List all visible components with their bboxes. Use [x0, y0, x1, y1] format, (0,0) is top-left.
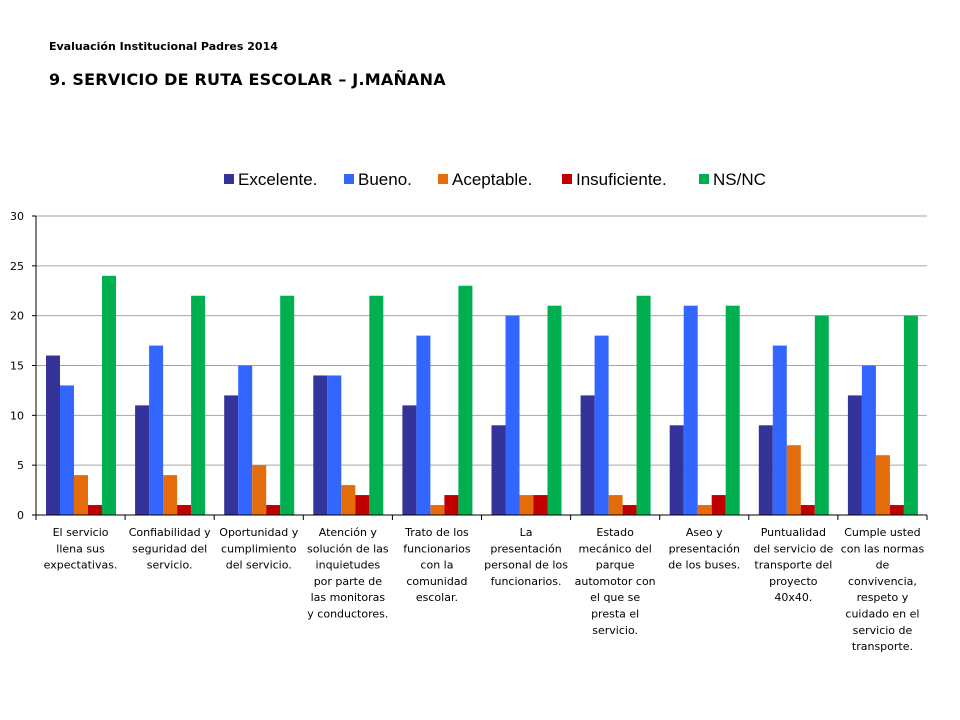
legend-label: Bueno.	[358, 170, 412, 189]
bar	[163, 475, 178, 515]
category-label: Trato de los funcionarios con la comunidad e…	[403, 526, 471, 604]
bar	[594, 335, 609, 515]
bar	[758, 425, 773, 515]
bar	[786, 445, 801, 515]
bar	[519, 495, 534, 515]
bars	[46, 275, 918, 515]
legend-swatch	[699, 174, 709, 184]
bar	[861, 365, 876, 515]
y-tick-labels: 0 5 10 15 20 25 30	[10, 210, 24, 522]
legend-swatch	[562, 174, 572, 184]
y-tick-label: 20	[10, 310, 24, 323]
gridlines	[36, 215, 927, 466]
bar	[252, 465, 267, 515]
bar	[177, 505, 192, 515]
bar	[60, 385, 74, 515]
bar	[814, 315, 829, 515]
bar	[191, 295, 206, 515]
bar	[622, 505, 637, 515]
bar	[772, 345, 787, 515]
bar	[402, 405, 417, 515]
bar	[341, 485, 356, 515]
axes	[32, 215, 928, 520]
bar	[266, 505, 281, 515]
category-label: Puntualidad del servicio de transporte del…	[753, 526, 833, 604]
bar	[444, 495, 459, 515]
bar	[547, 305, 562, 515]
bar	[355, 495, 370, 515]
y-tick-label: 30	[10, 210, 24, 223]
bar	[580, 395, 595, 515]
legend-swatch	[344, 174, 354, 184]
category-labels: El servicio llena sus expectativas.Confiab…	[44, 526, 925, 653]
bar	[149, 345, 164, 515]
bar	[313, 375, 328, 515]
bar	[847, 395, 862, 515]
category-label: Oportunidad y cumplimiento del servicio.	[219, 526, 298, 572]
legend-label: Insuficiente.	[576, 170, 667, 189]
bar	[280, 295, 295, 515]
bar	[327, 375, 342, 515]
bar	[903, 315, 918, 515]
bar	[416, 335, 431, 515]
page-subtitle: Evaluación Institucional Padres 2014	[49, 40, 278, 53]
bar	[683, 305, 698, 515]
y-tick-label: 5	[17, 459, 24, 472]
category-label: La presentación personal de los funcionario…	[484, 526, 568, 588]
bar	[88, 505, 102, 515]
bar	[46, 355, 60, 515]
category-label: Cumple usted con las normas de convivencia,…	[841, 526, 925, 653]
legend: Excelente. Bueno. Aceptable. Insuficiente. N…	[224, 170, 766, 189]
bar	[491, 425, 506, 515]
bar	[102, 275, 116, 515]
bar	[669, 425, 684, 515]
bar	[636, 295, 651, 515]
legend-label: NS/NC	[713, 170, 766, 189]
y-tick-label: 25	[10, 260, 24, 273]
bar	[800, 505, 815, 515]
bar	[889, 505, 904, 515]
bar	[533, 495, 548, 515]
legend-label: Aceptable.	[452, 170, 532, 189]
legend-swatch	[224, 174, 234, 184]
y-tick-label: 0	[17, 509, 24, 522]
category-label: Estado mecánico del parque automotor con el …	[575, 526, 656, 637]
bar	[238, 365, 253, 515]
y-tick-label: 10	[10, 409, 24, 422]
category-label: El servicio llena sus expectativas.	[44, 526, 118, 572]
bar	[697, 505, 712, 515]
category-label: Aseo y presentación de los buses.	[668, 526, 740, 572]
bar	[430, 505, 445, 515]
legend-label: Excelente.	[238, 170, 317, 189]
category-label: Confiabilidad y seguridad del servicio.	[129, 526, 211, 572]
y-tick-label: 15	[10, 360, 24, 373]
bar	[369, 295, 384, 515]
bar	[74, 475, 88, 515]
bar	[135, 405, 150, 515]
legend-swatch	[438, 174, 448, 184]
bar	[725, 305, 740, 515]
bar	[608, 495, 623, 515]
bar	[458, 285, 473, 515]
bar	[875, 455, 890, 515]
bar	[711, 495, 726, 515]
bar	[505, 315, 520, 515]
bar	[224, 395, 239, 515]
category-label: Atención y solución de las inquietudes por …	[307, 526, 389, 621]
page-title: 9. SERVICIO DE RUTA ESCOLAR – J.MAÑANA	[49, 70, 446, 89]
